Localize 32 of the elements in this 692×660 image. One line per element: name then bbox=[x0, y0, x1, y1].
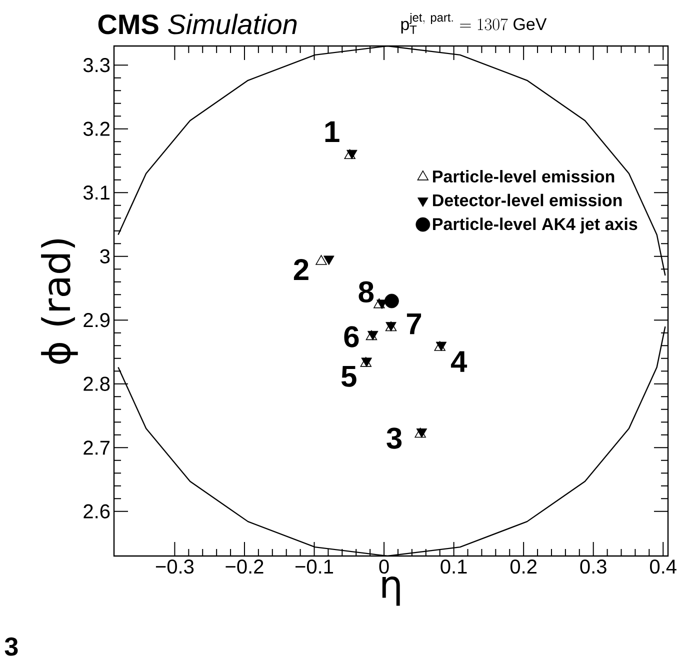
annotation: 3 bbox=[386, 428, 402, 449]
y-tick-label: 2.8 bbox=[84, 376, 110, 391]
x-tick-label: 0.3 bbox=[580, 560, 606, 574]
annotation: 6 bbox=[344, 326, 359, 348]
annotation: 8 bbox=[358, 281, 374, 302]
y-axis-title: ϕ (rad) bbox=[41, 239, 78, 364]
y-tick-label: 3.3 bbox=[83, 58, 110, 72]
annotation: 2 bbox=[294, 258, 308, 280]
y-tick-label: 2.6 bbox=[84, 504, 110, 518]
y-tick-label: 3 bbox=[100, 249, 110, 264]
legend-label: Detector-level emission bbox=[433, 194, 622, 206]
annotation: 4 bbox=[450, 351, 468, 372]
x-tick-label: 0 bbox=[379, 560, 389, 574]
legend-label: Particle-level AK4 jet axis bbox=[433, 218, 638, 234]
chart-subtitle: $\mathrm{p}_{\mathrm{T}}^{\mathrm{jet,\ part.}} = 1307\ \mathrm{GeV}$ bbox=[401, 12, 547, 34]
legend-label: Particle-level emission bbox=[433, 170, 614, 183]
x-axis-title: η bbox=[382, 576, 400, 606]
x-tick-label: 0.4 bbox=[650, 560, 676, 574]
y-tick-label: 3.2 bbox=[83, 122, 110, 136]
x-tick-label: 0.1 bbox=[440, 560, 467, 574]
x-tick-label: −0.3 bbox=[156, 560, 194, 574]
y-tick-label: 2.9 bbox=[84, 313, 110, 328]
x-tick-label: −0.1 bbox=[296, 560, 334, 574]
text: 3 bbox=[4, 637, 18, 656]
annotation: 5 bbox=[341, 366, 356, 387]
x-tick-label: −0.2 bbox=[226, 560, 264, 574]
chart-title: CMS Simulation bbox=[98, 14, 297, 34]
y-tick-label: 2.7 bbox=[84, 440, 110, 455]
y-tick-label: 3.1 bbox=[83, 186, 110, 200]
annotation: 7 bbox=[406, 313, 422, 334]
annotation: 1 bbox=[325, 121, 340, 142]
x-tick-label: 0.2 bbox=[510, 560, 536, 574]
